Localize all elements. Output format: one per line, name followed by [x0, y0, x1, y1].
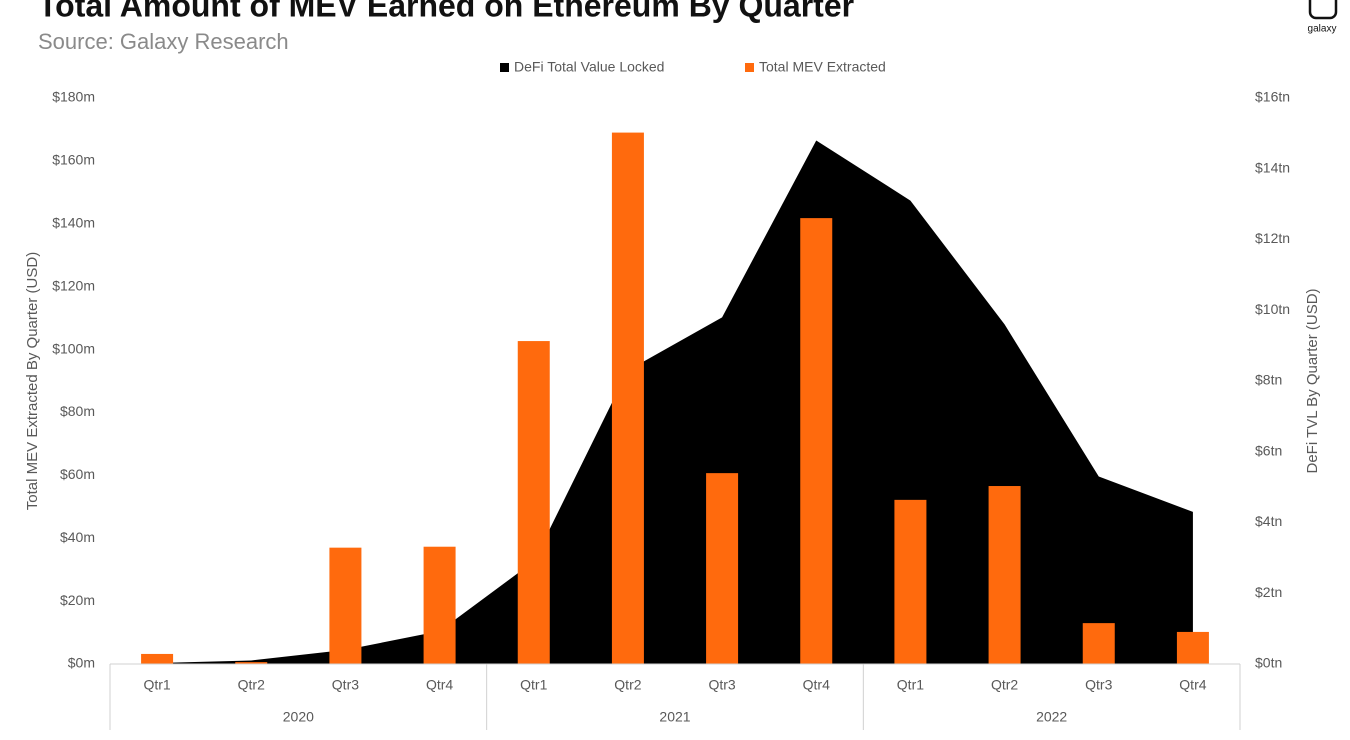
y2-tick-label: $6tn	[1255, 442, 1282, 458]
x-tick-label: Qtr3	[332, 677, 359, 693]
y2-tick-label: $8tn	[1255, 372, 1282, 388]
x-tick-label: Qtr4	[426, 677, 453, 693]
y2-tick-label: $16tn	[1255, 89, 1290, 105]
bar	[706, 473, 739, 664]
y2-tick-label: $14tn	[1255, 159, 1290, 175]
logo: galaxy	[1308, 0, 1338, 35]
legend-label: DeFi Total Value Locked	[514, 59, 664, 75]
chart-title: Total Amount of MEV Earned on Ethereum B…	[38, 0, 854, 23]
bar	[1082, 623, 1115, 664]
x-tick-label: Qtr1	[520, 677, 547, 693]
x-tick-label: Qtr1	[143, 677, 170, 693]
group-label: 2022	[1036, 709, 1067, 725]
bar	[235, 662, 268, 664]
chart-subtitle: Source: Galaxy Research	[38, 29, 289, 54]
y2-tick-label: $4tn	[1255, 513, 1282, 529]
y2-tick-label: $12tn	[1255, 230, 1290, 246]
y-tick-label: $160m	[52, 152, 95, 168]
bar	[517, 341, 550, 664]
group-label: 2020	[283, 709, 314, 725]
bar	[894, 499, 927, 664]
y2-tick-label: $2tn	[1255, 584, 1282, 600]
y-tick-label: $0m	[68, 655, 95, 671]
x-tick-label: Qtr2	[614, 677, 641, 693]
bar	[141, 653, 174, 664]
y-axis-label: Total MEV Extracted By Quarter (USD)	[24, 252, 41, 510]
group-label: 2021	[659, 709, 690, 725]
y-tick-label: $40m	[60, 529, 95, 545]
y-tick-label: $180m	[52, 89, 95, 105]
y-tick-label: $60m	[60, 466, 95, 482]
y2-axis-label: DeFi TVL By Quarter (USD)	[1304, 288, 1321, 473]
bar	[329, 547, 362, 664]
y2-tick-label: $10tn	[1255, 301, 1290, 317]
y-tick-label: $100m	[52, 340, 95, 356]
x-tick-label: Qtr4	[1179, 677, 1206, 693]
y-tick-label: $20m	[60, 592, 95, 608]
x-tick-label: Qtr1	[897, 677, 924, 693]
bar	[423, 546, 456, 664]
bar	[988, 486, 1021, 664]
logo-icon	[1308, 0, 1338, 20]
legend-label: Total MEV Extracted	[759, 59, 886, 75]
bar	[611, 132, 644, 665]
x-tick-label: Qtr3	[1085, 677, 1112, 693]
x-tick-label: Qtr4	[803, 677, 830, 693]
area	[157, 140, 1193, 664]
x-tick-label: Qtr2	[991, 677, 1018, 693]
legend-swatch	[745, 63, 754, 72]
x-tick-label: Qtr2	[238, 677, 265, 693]
y-tick-label: $120m	[52, 277, 95, 293]
y-tick-label: $80m	[60, 403, 95, 419]
logo-text: galaxy	[1308, 24, 1337, 35]
y-tick-label: $140m	[52, 214, 95, 230]
y2-tick-label: $0tn	[1255, 655, 1282, 671]
bar	[800, 218, 833, 664]
bar	[1176, 631, 1209, 664]
legend-swatch	[500, 63, 509, 72]
x-tick-label: Qtr3	[708, 677, 735, 693]
